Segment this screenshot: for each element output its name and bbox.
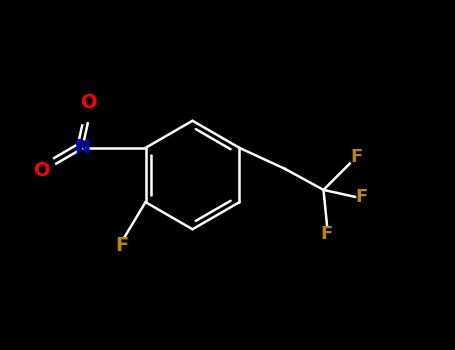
Text: F: F	[115, 236, 128, 256]
Text: F: F	[321, 225, 333, 243]
Text: N: N	[75, 138, 91, 158]
Text: O: O	[81, 93, 98, 112]
Text: O: O	[34, 161, 51, 180]
Text: F: F	[356, 188, 368, 206]
Text: F: F	[350, 148, 362, 166]
